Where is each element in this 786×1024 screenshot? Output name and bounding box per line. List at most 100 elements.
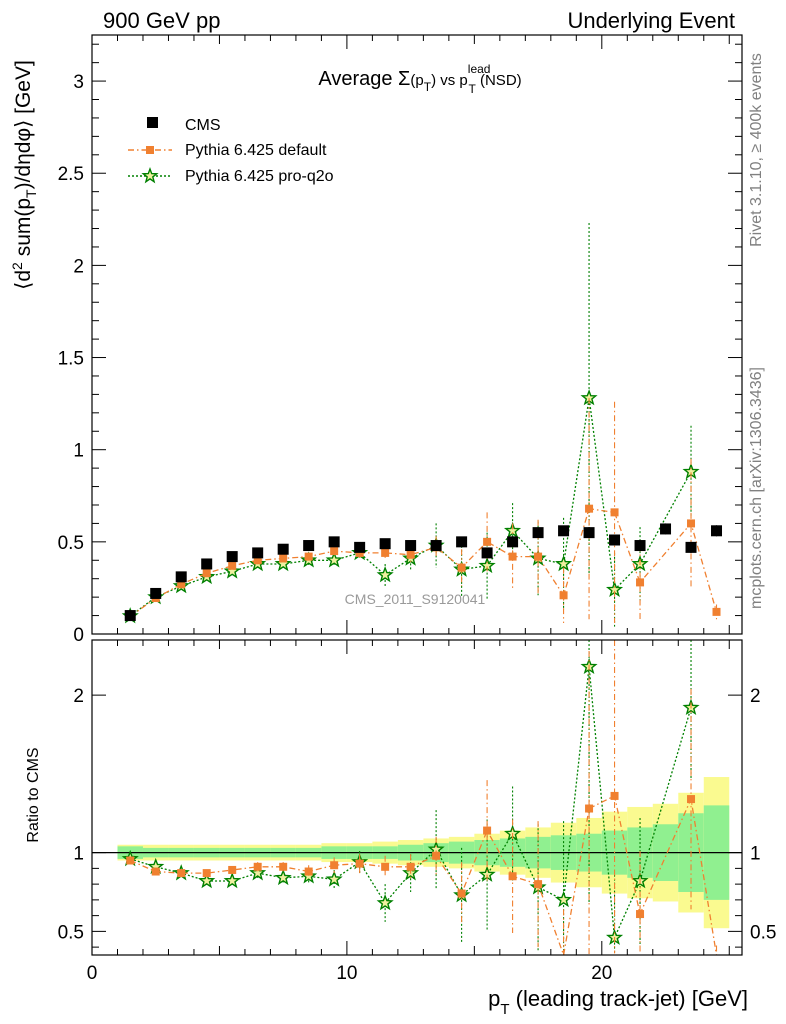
analysis-watermark: CMS_2011_S9120041 xyxy=(345,591,486,607)
main-pythia-default-point xyxy=(355,548,364,557)
ratio-panel-data xyxy=(92,640,742,958)
ratio-pythia-proq2o-point xyxy=(325,870,343,887)
main-cms-point xyxy=(507,536,519,548)
main-cms-point xyxy=(328,536,340,548)
ratio-pythia-default-point xyxy=(610,791,619,800)
main-cms-point xyxy=(379,538,391,550)
y-tick-label-ratio-right: 2 xyxy=(750,686,761,707)
main-cms-point xyxy=(660,523,672,535)
ratio-pythia-default-point xyxy=(508,872,517,881)
main-cms-point xyxy=(558,525,570,537)
main-pythia-proq2o-point xyxy=(274,555,292,572)
main-pythia-default-point xyxy=(687,519,696,528)
ratio-pythia-default-point xyxy=(202,869,211,878)
legend: CMS Pythia 6.425 default Pythia 6.425 pr… xyxy=(128,117,334,185)
ratio-pythia-default-point xyxy=(483,826,492,835)
y-tick-label-main: 3 xyxy=(73,72,84,93)
main-frame xyxy=(91,34,743,635)
main-cms-point xyxy=(303,540,315,552)
x-tick-label: 10 xyxy=(336,963,357,984)
ratio-pythia-default-point xyxy=(406,862,415,871)
ratio-pythia-default-point xyxy=(228,865,237,874)
main-cms-point xyxy=(150,587,162,599)
main-cms-point xyxy=(583,527,595,539)
y-tick-label-main: 2.5 xyxy=(58,164,84,185)
ratio-pythia-proq2o-point xyxy=(376,894,394,911)
x-tick-label: 0 xyxy=(87,963,98,984)
ratio-pythia-proq2o-point xyxy=(554,890,573,908)
main-pythia-proq2o-line xyxy=(129,398,692,617)
main-pythia-default-point xyxy=(534,552,543,561)
y-axis-label-main: ⟨d2 sum(pT)/dηdφ⟩ [GeV] xyxy=(9,60,39,290)
main-cms-point xyxy=(634,540,646,552)
ratio-pythia-default-point xyxy=(279,862,288,871)
main-cms-point xyxy=(175,571,187,583)
ratio-pythia-default-point xyxy=(687,795,696,804)
main-cms-point xyxy=(481,547,493,559)
y-tick-label-main: 0.5 xyxy=(58,533,84,554)
rivet-side-label: Rivet 3.1.10, ≥ 400k events xyxy=(748,53,765,247)
main-pythia-default-point xyxy=(636,578,645,587)
ratio-pythia-default-point xyxy=(304,867,313,876)
y-tick-label-main: 1 xyxy=(73,441,84,462)
y-axis-label-ratio: Ratio to CMS xyxy=(25,747,42,842)
ratio-pythia-default-point xyxy=(151,867,160,876)
mcplots-side-label: mcplots.cern.ch [arXiv:1306.3436] xyxy=(748,367,765,609)
main-pythia-default-point xyxy=(279,554,288,563)
y-tick-label-ratio-right: 1 xyxy=(750,844,761,865)
x-tick-label: 20 xyxy=(591,963,612,984)
ratio-pythia-default-point xyxy=(381,862,390,871)
main-pythia-proq2o-point xyxy=(223,562,241,579)
y-tick-label-ratio-right: 0.5 xyxy=(750,922,776,943)
main-cms-point xyxy=(711,525,723,537)
main-pythia-default-point xyxy=(483,537,492,546)
ratio-pythia-default-point xyxy=(330,861,339,870)
ratio-pythia-default-point xyxy=(177,869,186,878)
y-tick-label-main: 2 xyxy=(73,256,84,277)
main-cms-point xyxy=(201,558,213,570)
main-cms-point xyxy=(354,541,366,553)
main-pythia-default-point xyxy=(585,504,594,513)
main-pythia-default-point xyxy=(381,548,390,557)
main-pythia-default-point xyxy=(559,591,568,600)
ratio-pythia-default-point xyxy=(457,889,466,898)
y-tick-label-ratio-left: 1 xyxy=(73,844,84,865)
main-cms-point xyxy=(277,543,289,555)
ratio-pythia-default-point xyxy=(534,880,543,889)
header-left: 900 GeV pp xyxy=(103,8,220,33)
ratio-pythia-proq2o-point xyxy=(198,871,216,889)
ratio-pythia-default-point xyxy=(355,859,364,868)
ratio-frame xyxy=(91,639,743,956)
ratio-pythia-default-point xyxy=(253,862,262,871)
y-tick-label-main: 0 xyxy=(73,625,84,646)
ratio-pythia-default-point xyxy=(432,851,441,860)
legend-label-cms: CMS xyxy=(185,117,221,134)
main-panel-data xyxy=(121,222,723,627)
main-pythia-default-point xyxy=(508,552,517,561)
ratio-pythia-default-point xyxy=(126,856,135,865)
y-tick-label-ratio-left: 2 xyxy=(73,686,84,707)
main-pythia-proq2o-point xyxy=(554,555,573,572)
ratio-pythia-proq2o-point xyxy=(274,868,292,886)
legend-marker-pythia-default xyxy=(146,146,154,154)
main-pythia-default-line xyxy=(129,507,718,618)
legend-marker-pythia-proq2o xyxy=(141,166,159,184)
axes: 00.511.522.530.5 0.51 12 20 10 20 xyxy=(58,34,776,984)
main-pythia-default-point xyxy=(457,563,466,572)
ratio-pythia-default-point xyxy=(636,910,645,919)
legend-label-pythia-proq2o: Pythia 6.425 pro-q2o xyxy=(185,168,334,185)
main-pythia-proq2o-point xyxy=(325,551,343,568)
x-axis-label: pT (leading track-jet) [GeV] xyxy=(488,986,748,1018)
y-tick-label-main: 1.5 xyxy=(58,349,84,370)
ratio-pythia-default-point xyxy=(585,804,594,813)
main-cms-point xyxy=(405,540,417,552)
main-cms-point xyxy=(124,610,136,622)
main-cms-point xyxy=(252,547,264,559)
main-pythia-default-point xyxy=(228,561,237,570)
main-pythia-default-point xyxy=(712,607,721,616)
main-pythia-proq2o-point xyxy=(376,566,394,583)
y-tick-label-ratio-left: 0.5 xyxy=(58,922,84,943)
main-cms-point xyxy=(532,527,544,539)
legend-marker-cms xyxy=(147,117,158,128)
